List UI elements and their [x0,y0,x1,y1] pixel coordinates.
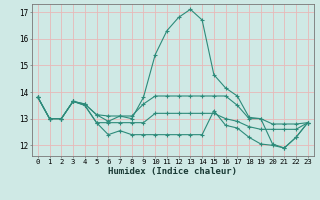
X-axis label: Humidex (Indice chaleur): Humidex (Indice chaleur) [108,167,237,176]
